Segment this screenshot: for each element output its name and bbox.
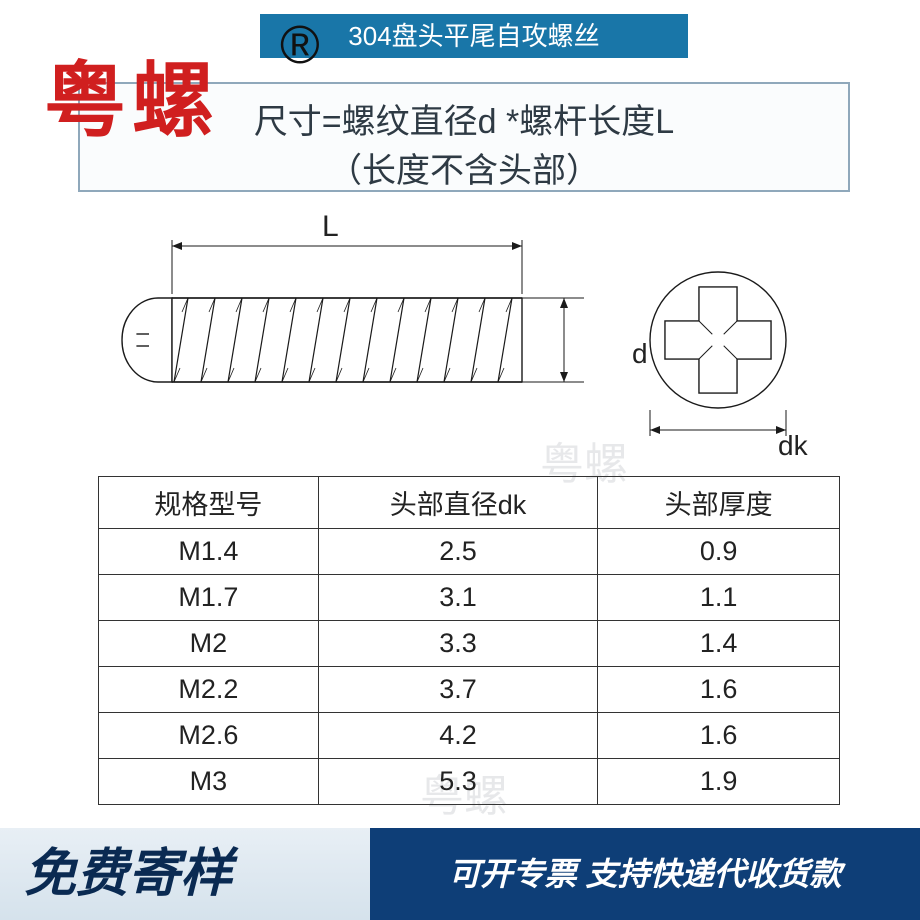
table-cell: 1.4 bbox=[598, 621, 840, 667]
table-row: M23.31.4 bbox=[99, 621, 840, 667]
spec-table: 规格型号 头部直径dk 头部厚度 M1.42.50.9M1.73.11.1M23… bbox=[98, 476, 840, 805]
table-cell: M1.7 bbox=[99, 575, 319, 621]
th-model: 规格型号 bbox=[99, 477, 319, 529]
table-row: M2.64.21.6 bbox=[99, 713, 840, 759]
table-cell: 4.2 bbox=[318, 713, 598, 759]
screw-svg bbox=[68, 210, 868, 470]
brand-watermark: 粤螺 bbox=[44, 34, 220, 153]
table-cell: 0.9 bbox=[598, 529, 840, 575]
label-L: L bbox=[322, 210, 339, 244]
table-cell: 3.7 bbox=[318, 667, 598, 713]
table-cell: M1.4 bbox=[99, 529, 319, 575]
table-cell: 1.6 bbox=[598, 667, 840, 713]
th-dk: 头部直径dk bbox=[318, 477, 598, 529]
table-cell: 3.3 bbox=[318, 621, 598, 667]
table-cell: 1.6 bbox=[598, 713, 840, 759]
table-cell: M2 bbox=[99, 621, 319, 667]
table-row: M35.31.9 bbox=[99, 759, 840, 805]
screw-diagram: L d dk bbox=[68, 210, 868, 460]
label-d: d bbox=[632, 338, 648, 370]
table-cell: 3.1 bbox=[318, 575, 598, 621]
spec-table-head: 规格型号 头部直径dk 头部厚度 bbox=[99, 477, 840, 529]
table-row: M1.73.11.1 bbox=[99, 575, 840, 621]
footer-left: 免费寄样 bbox=[0, 828, 370, 920]
th-thickness: 头部厚度 bbox=[598, 477, 840, 529]
table-cell: M2.6 bbox=[99, 713, 319, 759]
table-cell: 1.9 bbox=[598, 759, 840, 805]
label-dk: dk bbox=[778, 430, 808, 462]
table-cell: 1.1 bbox=[598, 575, 840, 621]
table-cell: M3 bbox=[99, 759, 319, 805]
table-cell: M2.2 bbox=[99, 667, 319, 713]
table-row: M2.23.71.6 bbox=[99, 667, 840, 713]
table-row: M1.42.50.9 bbox=[99, 529, 840, 575]
footer-right: 可开专票 支持快递代收货款 bbox=[370, 828, 920, 920]
spec-table-body: M1.42.50.9M1.73.11.1M23.31.4M2.23.71.6M2… bbox=[99, 529, 840, 805]
title-banner: 304盘头平尾自攻螺丝 bbox=[260, 14, 688, 58]
table-cell: 5.3 bbox=[318, 759, 598, 805]
registered-mark: ® bbox=[280, 14, 320, 76]
table-cell: 2.5 bbox=[318, 529, 598, 575]
